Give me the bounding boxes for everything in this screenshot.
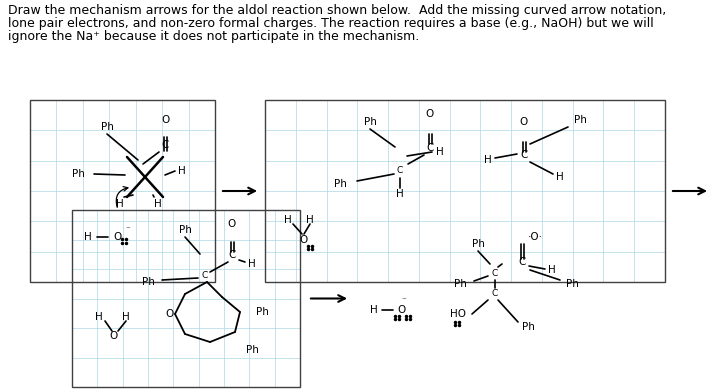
Text: lone pair electrons, and non-zero formal charges. The reaction requires a base (: lone pair electrons, and non-zero formal… — [8, 17, 654, 30]
Text: Ph: Ph — [565, 279, 578, 289]
Text: ·O·: ·O· — [528, 232, 543, 242]
Text: H: H — [95, 312, 103, 322]
Text: Ph: Ph — [101, 122, 114, 132]
Text: ignore the Na⁺ because it does not participate in the mechanism.: ignore the Na⁺ because it does not parti… — [8, 30, 419, 43]
Text: ⁻: ⁻ — [126, 225, 131, 234]
Text: H: H — [484, 155, 492, 165]
Text: C: C — [202, 272, 208, 281]
Text: O: O — [114, 232, 122, 242]
Text: O: O — [228, 219, 236, 229]
Text: O: O — [109, 331, 117, 341]
Text: C: C — [397, 165, 403, 174]
Text: H: H — [436, 147, 444, 157]
Text: H: H — [370, 305, 378, 315]
Text: Draw the mechanism arrows for the aldol reaction shown below.  Add the missing c: Draw the mechanism arrows for the aldol … — [8, 4, 666, 17]
Text: H: H — [178, 166, 186, 176]
Text: C: C — [161, 140, 169, 150]
Text: C: C — [426, 143, 433, 153]
Text: Ph: Ph — [333, 179, 346, 189]
Text: Ph: Ph — [453, 279, 466, 289]
Text: H: H — [556, 172, 564, 182]
Text: Ph: Ph — [256, 307, 268, 317]
Bar — [265, 100, 665, 282]
Text: C: C — [521, 150, 528, 160]
Text: C: C — [492, 270, 498, 278]
Text: C: C — [518, 257, 526, 267]
Text: C: C — [492, 290, 498, 298]
Text: O: O — [166, 309, 174, 319]
Text: O: O — [520, 117, 528, 127]
Text: Ph: Ph — [573, 115, 586, 125]
Text: H: H — [116, 199, 124, 209]
Text: H: H — [248, 259, 256, 269]
Text: Ph: Ph — [141, 277, 154, 287]
Text: O: O — [161, 115, 169, 125]
Text: H: H — [122, 312, 130, 322]
Text: Ph: Ph — [471, 239, 484, 249]
Text: C: C — [228, 250, 236, 260]
Text: O: O — [426, 109, 434, 119]
Text: H: H — [548, 265, 556, 275]
Text: Ph: Ph — [178, 225, 191, 235]
Text: Ph: Ph — [363, 117, 376, 127]
Text: O: O — [397, 305, 405, 315]
Text: H: H — [396, 189, 404, 199]
Text: H: H — [84, 232, 92, 242]
Text: H: H — [154, 199, 162, 209]
Text: H: H — [284, 215, 292, 225]
Bar — [30, 100, 215, 282]
Text: H: H — [306, 215, 314, 225]
Text: ⁻: ⁻ — [401, 296, 406, 305]
Bar — [72, 210, 300, 387]
Text: Ph: Ph — [521, 322, 535, 332]
Text: Ph: Ph — [71, 169, 84, 179]
Text: O: O — [299, 235, 307, 245]
Text: Ph: Ph — [246, 345, 258, 355]
Text: HO: HO — [450, 309, 466, 319]
